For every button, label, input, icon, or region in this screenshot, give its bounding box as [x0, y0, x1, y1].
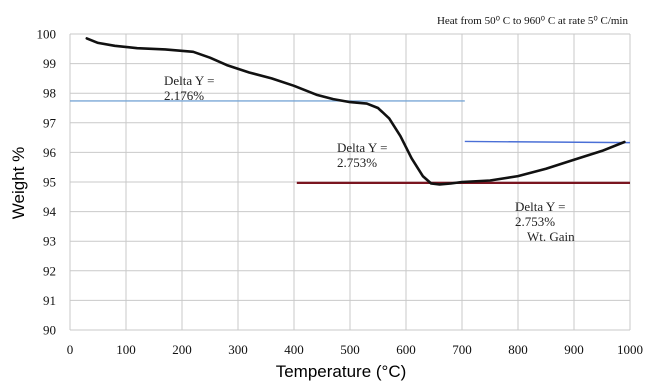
y-tick-label: 90 [43, 323, 56, 338]
x-tick-labels: 0 100 200 300 400 500 600 700 800 900 1000 [67, 342, 643, 357]
x-tick-label: 200 [172, 342, 192, 357]
annotation-line: Delta Y = [337, 140, 387, 155]
x-tick-label: 600 [396, 342, 416, 357]
y-tick-label: 97 [43, 115, 57, 130]
reference-line-gain [464, 140, 631, 144]
annotation-line: Wt. Gain [527, 229, 575, 244]
x-tick-label: 800 [508, 342, 528, 357]
x-tick-label: 300 [228, 342, 248, 357]
annotations: Delta Y =2.176%Delta Y =2.753%Delta Y =2… [164, 73, 575, 244]
annotation-line: 2.753% [337, 155, 377, 170]
y-tick-labels: 90 91 92 93 94 95 96 97 98 99 100 [37, 27, 57, 338]
y-tick-label: 96 [43, 145, 57, 160]
x-tick-label: 0 [67, 342, 74, 357]
y-tick-label: 93 [43, 234, 56, 249]
x-tick-label: 100 [116, 342, 136, 357]
annotation-line: Delta Y = [164, 73, 214, 88]
y-tick-label: 100 [37, 27, 57, 42]
y-tick-label: 92 [43, 263, 56, 278]
y-tick-label: 98 [43, 86, 56, 101]
x-tick-label: 500 [340, 342, 360, 357]
weight-curve [85, 37, 626, 186]
y-tick-label: 95 [43, 175, 56, 190]
annotation-line: Delta Y = [515, 199, 565, 214]
x-tick-label: 700 [452, 342, 472, 357]
x-tick-label: 400 [284, 342, 304, 357]
y-tick-label: 91 [43, 293, 56, 308]
x-tick-label: 1000 [617, 342, 643, 357]
annotation-delta-gain: Delta Y =2.753%Wt. Gain [515, 199, 575, 244]
annotation-line: 2.176% [164, 88, 204, 103]
annotation-delta-1: Delta Y =2.176% [164, 73, 214, 103]
grid [69, 33, 631, 331]
annotation-line: 2.753% [515, 214, 555, 229]
x-axis-title: Temperature (°C) [276, 362, 407, 381]
y-axis-title: Weight % [9, 147, 28, 219]
heating-note: Heat from 50⁰ C to 960⁰ C at rate 5⁰ C/m… [437, 15, 629, 27]
annotation-delta-2: Delta Y =2.753% [337, 140, 387, 170]
y-tick-label: 94 [43, 204, 57, 219]
y-tick-label: 99 [43, 56, 56, 71]
x-tick-label: 900 [564, 342, 584, 357]
